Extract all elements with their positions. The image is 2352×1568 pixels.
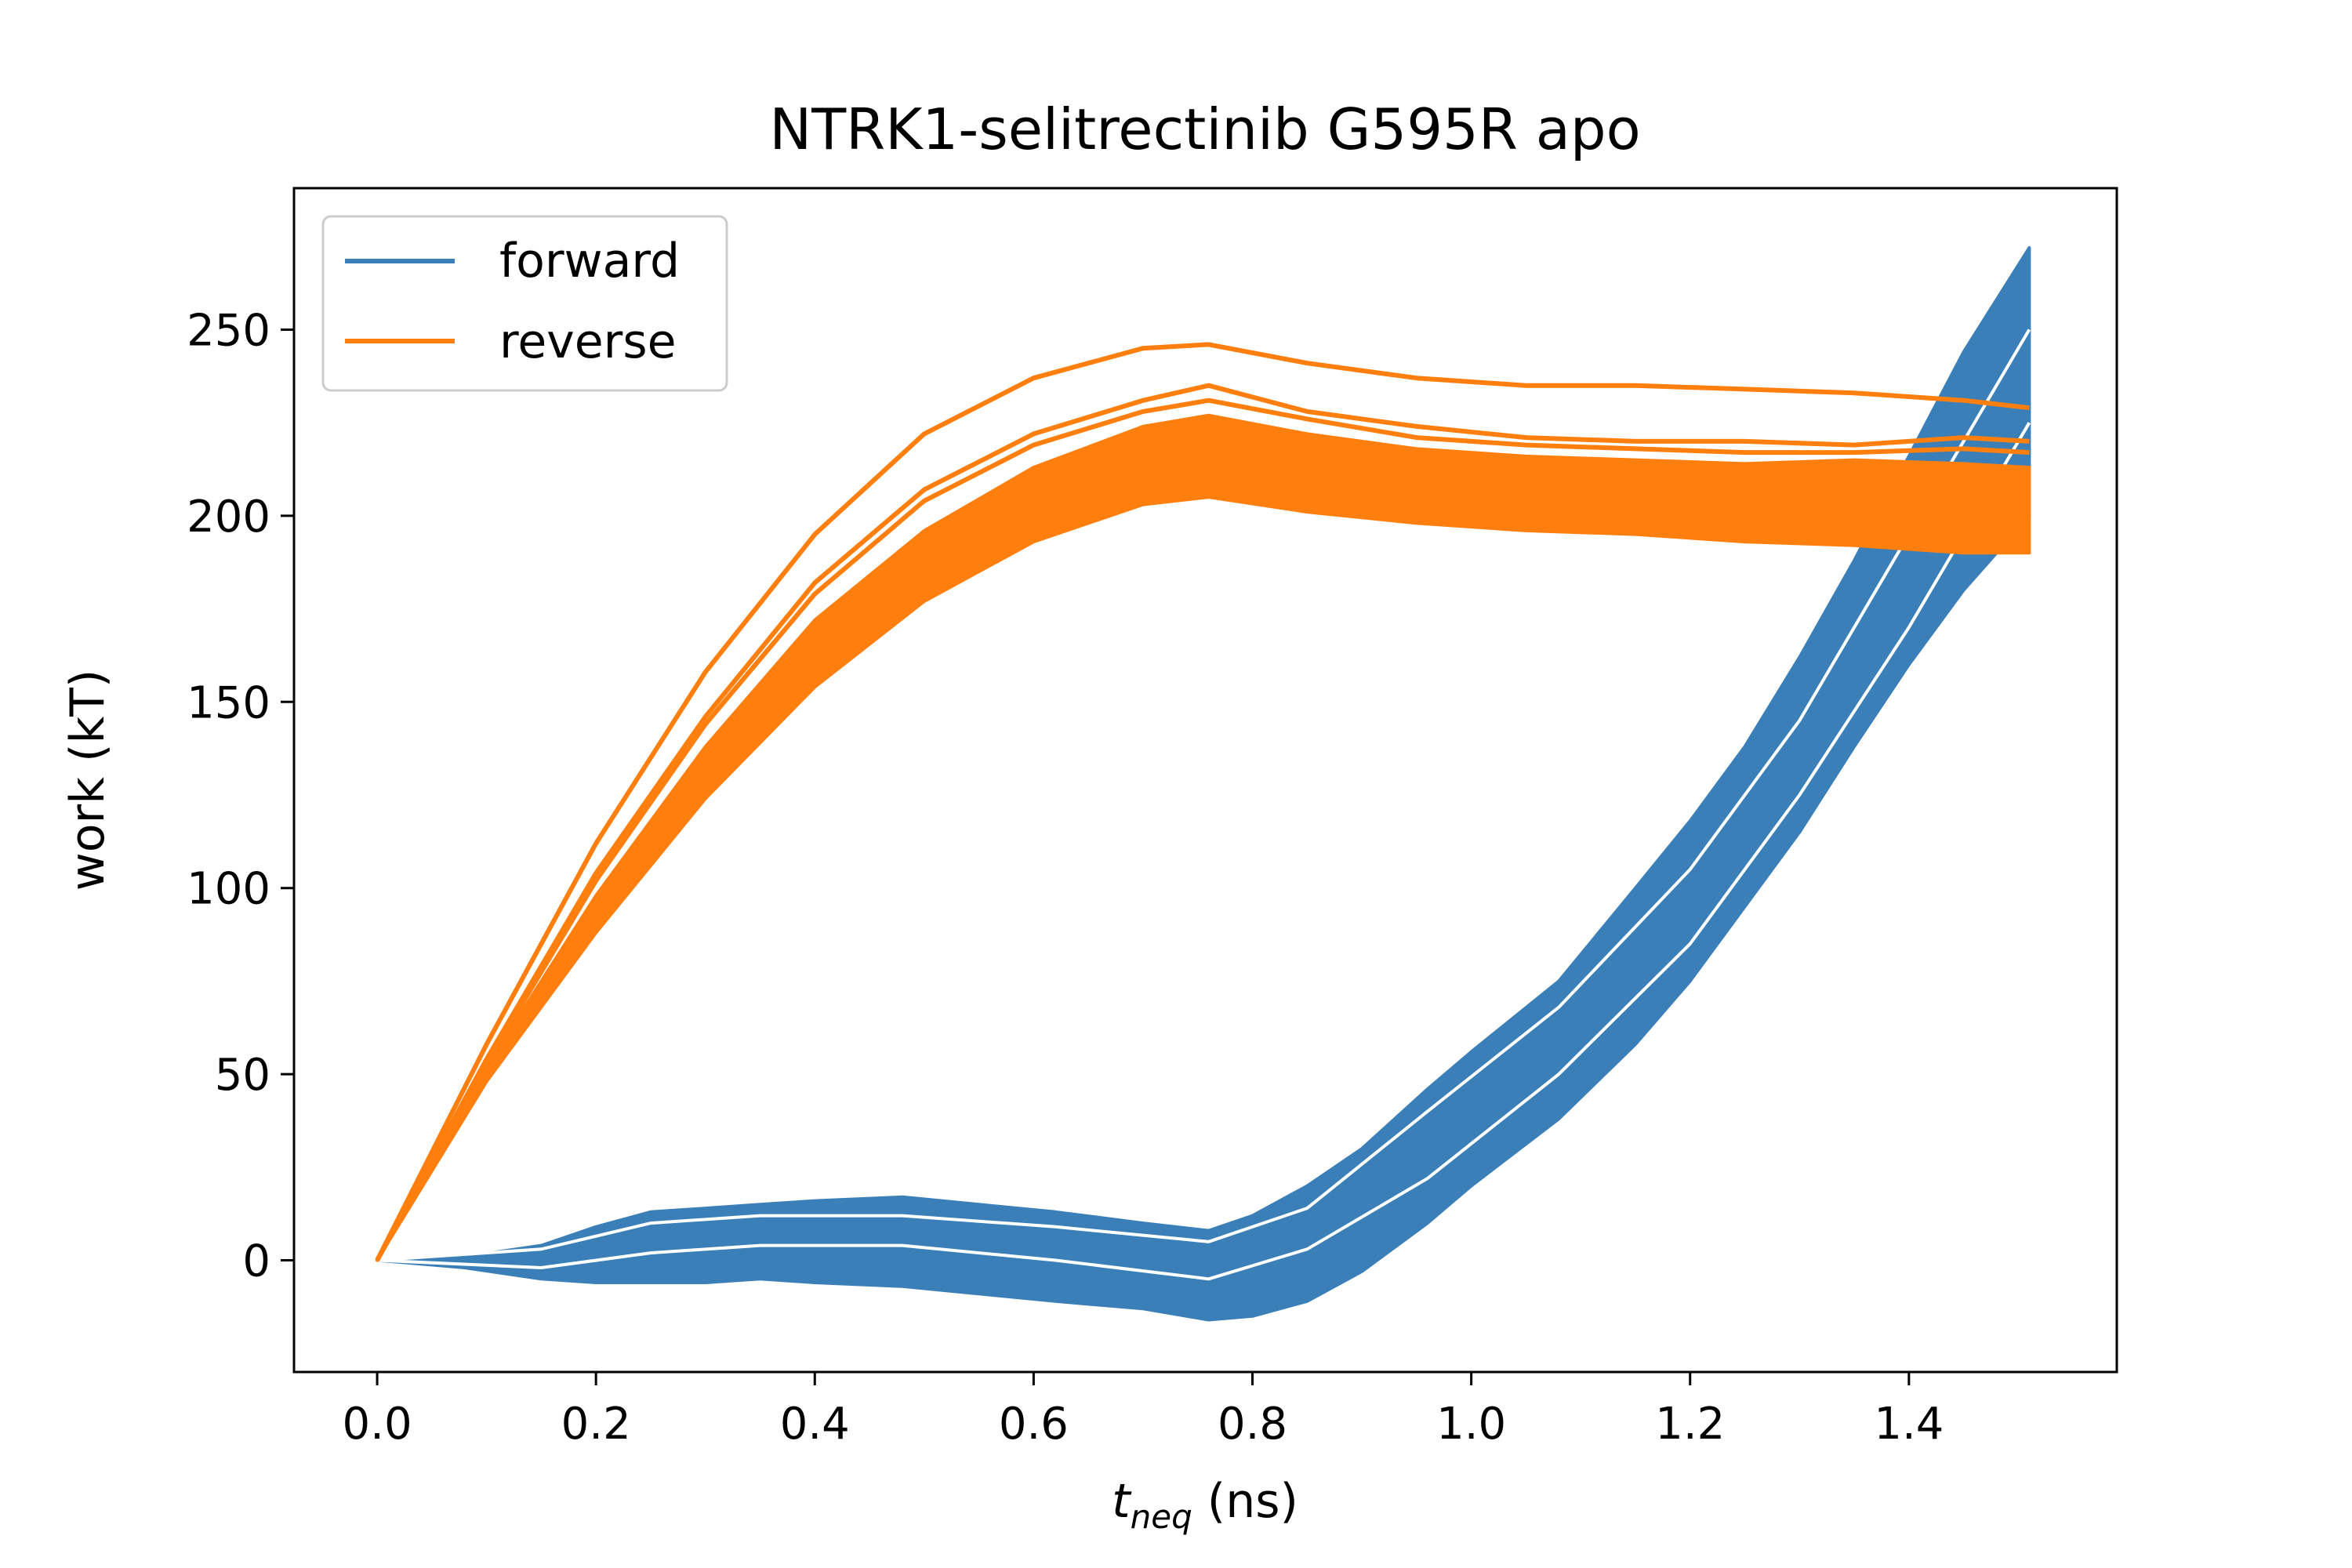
x-axis-ticks: 0.0 0.2 0.4 0.6 0.8 1.0 1.2 1.4 [343, 1372, 1944, 1450]
plot-area [375, 246, 2031, 1322]
x-tick-label: 0.4 [780, 1399, 850, 1450]
series-line-reverse-2 [375, 397, 2030, 1261]
x-axis-label: tneq (ns) [1112, 1474, 1298, 1536]
x-tick-label: 0.6 [999, 1399, 1069, 1450]
axes-frame [292, 187, 2118, 1374]
x-tick-label: 1.2 [1655, 1399, 1725, 1450]
legend-label-forward: forward [499, 234, 680, 289]
y-tick-label: 50 [215, 1050, 270, 1101]
series-band-reverse [376, 413, 2031, 1262]
x-tick-label: 0.8 [1218, 1399, 1287, 1450]
y-axis-label: work (kT) [60, 670, 115, 891]
series-line-reverse-1 [375, 383, 2030, 1261]
x-tick-label: 1.4 [1874, 1399, 1944, 1450]
y-tick-label: 150 [187, 677, 270, 728]
y-tick-label: 250 [187, 305, 270, 356]
chart-title: NTRK1-selitrectinib G595R apo [769, 96, 1640, 162]
legend: forward reverse [321, 215, 728, 392]
x-axis-label-main: t [1112, 1474, 1132, 1529]
x-axis-label-unit: (ns) [1192, 1474, 1298, 1529]
x-tick-label: 0.2 [561, 1399, 631, 1450]
x-tick-label: 0.0 [343, 1399, 412, 1450]
series-gap-forward-0 [376, 328, 2031, 1262]
x-axis-label-subscript: neq [1131, 1497, 1192, 1536]
y-tick-label: 0 [242, 1236, 270, 1287]
y-axis-ticks: 0 50 100 150 200 250 [187, 305, 294, 1287]
x-tick-label: 1.0 [1436, 1399, 1506, 1450]
series-band-forward [376, 246, 2031, 1322]
legend-label-reverse: reverse [499, 314, 677, 369]
y-tick-label: 100 [187, 864, 270, 915]
y-tick-label: 200 [187, 492, 270, 543]
series-gap-forward-1 [377, 422, 2031, 1281]
series-line-reverse-0 [375, 342, 2030, 1261]
